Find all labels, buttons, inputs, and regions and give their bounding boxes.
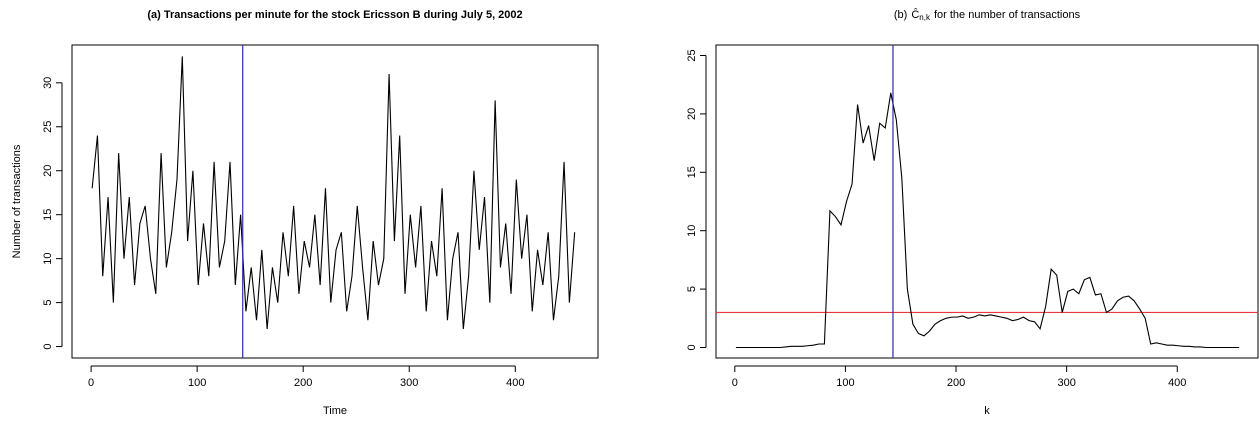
chart-title: (a) Transactions per minute for the stoc… xyxy=(147,9,522,21)
x-axis-label: Time xyxy=(323,405,347,417)
y-tick-label: 5 xyxy=(686,286,698,292)
y-tick-label: 25 xyxy=(686,49,698,61)
y-tick-label: 5 xyxy=(42,300,54,306)
x-tick-label: 0 xyxy=(732,377,738,389)
y-tick-label: 15 xyxy=(42,209,54,221)
y-axis-label: Number of transactions xyxy=(11,144,23,258)
x-tick-label: 300 xyxy=(400,377,418,389)
y-tick-label: 0 xyxy=(42,344,54,350)
x-tick-label: 400 xyxy=(1168,377,1186,389)
y-tick-label: 20 xyxy=(42,165,54,177)
plot-frame xyxy=(715,44,1259,359)
title-suffix: for the number of transactions xyxy=(934,9,1081,21)
y-tick-label: 20 xyxy=(686,108,698,120)
x-tick-label: 100 xyxy=(836,377,854,389)
x-tick-label: 300 xyxy=(1057,377,1075,389)
y-tick-label: 15 xyxy=(686,166,698,178)
y-tick-label: 0 xyxy=(686,344,698,350)
y-tick-label: 25 xyxy=(42,121,54,133)
y-tick-label: 10 xyxy=(686,225,698,237)
data-line xyxy=(735,92,1240,349)
plot-frame xyxy=(71,44,599,359)
x-axis-label: k xyxy=(984,405,990,417)
y-tick-label: 30 xyxy=(42,77,54,89)
chart-title: (b) Ĉn,k for the number of transactions xyxy=(894,8,1081,22)
x-tick-label: 400 xyxy=(506,377,524,389)
title-prefix: (b) xyxy=(894,9,907,21)
x-tick-label: 200 xyxy=(947,377,965,389)
title-symbol: Ĉ xyxy=(911,8,919,21)
data-line xyxy=(91,56,576,330)
title-subscript: n,k xyxy=(919,13,931,22)
x-tick-label: 200 xyxy=(294,377,312,389)
y-tick-label: 10 xyxy=(42,253,54,265)
x-tick-label: 100 xyxy=(188,377,206,389)
x-tick-label: 0 xyxy=(88,377,94,389)
